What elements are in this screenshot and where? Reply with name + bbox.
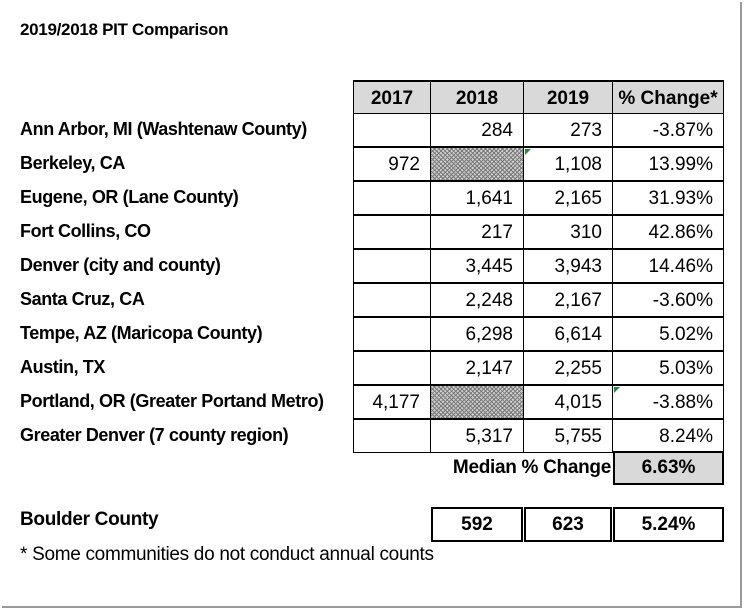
table-cell bbox=[353, 419, 431, 453]
table-cell: -3.87% bbox=[612, 113, 724, 147]
table-cell: 6,614 bbox=[523, 317, 613, 351]
table-cell: 8.24% bbox=[612, 419, 724, 453]
table-cell: 13.99% bbox=[612, 147, 724, 181]
boulder-change-cell: 5.24% bbox=[613, 507, 724, 542]
row-label: Fort Collins, CO bbox=[20, 221, 151, 241]
table-cell bbox=[430, 147, 524, 181]
table-cell: 6,298 bbox=[430, 317, 524, 351]
column-header: 2019 bbox=[523, 80, 613, 114]
row-label: Ann Arbor, MI (Washtenaw County) bbox=[20, 119, 307, 139]
table-cell: 14.46% bbox=[612, 249, 724, 283]
table-cell: 1,641 bbox=[430, 181, 524, 215]
table-cell bbox=[353, 283, 431, 317]
row-label: Greater Denver (7 county region) bbox=[20, 425, 289, 445]
table-cell: 5,317 bbox=[430, 419, 524, 453]
table-cell bbox=[353, 181, 431, 215]
table-cell: 2,167 bbox=[523, 283, 613, 317]
table-cell bbox=[353, 113, 431, 147]
median-change-value: 6.63% bbox=[613, 451, 724, 485]
table-cell bbox=[353, 351, 431, 385]
row-label: Denver (city and county) bbox=[20, 255, 221, 275]
table-cell: 4,015 bbox=[523, 385, 613, 419]
table-cell: 31.93% bbox=[612, 181, 724, 215]
boulder-2018-cell: 592 bbox=[431, 507, 523, 542]
table-cell bbox=[430, 385, 524, 419]
table-cell: 3,445 bbox=[430, 249, 524, 283]
comment-marker-icon bbox=[614, 387, 620, 393]
table-cell bbox=[353, 317, 431, 351]
comment-marker-icon bbox=[525, 149, 531, 155]
boulder-county-label: Boulder County bbox=[20, 509, 159, 530]
row-label: Eugene, OR (Lane County) bbox=[20, 187, 239, 207]
median-change-label: Median % Change bbox=[452, 457, 611, 478]
row-label: Berkeley, CA bbox=[20, 153, 125, 173]
table-cell: 273 bbox=[523, 113, 613, 147]
table-cell: 2,248 bbox=[430, 283, 524, 317]
table-cell bbox=[353, 249, 431, 283]
table-cell: 42.86% bbox=[612, 215, 724, 249]
table-cell: 1,108 bbox=[523, 147, 613, 181]
table-cell: 284 bbox=[430, 113, 524, 147]
page-title: 2019/2018 PIT Comparison bbox=[20, 20, 229, 39]
row-label: Santa Cruz, CA bbox=[20, 289, 145, 309]
boulder-2019-cell: 623 bbox=[524, 507, 612, 542]
table-cell: 217 bbox=[430, 215, 524, 249]
row-label: Tempe, AZ (Maricopa County) bbox=[20, 323, 263, 343]
table-cell: -3.60% bbox=[612, 283, 724, 317]
column-header: 2017 bbox=[353, 80, 431, 114]
table-cell: 4,177 bbox=[353, 385, 431, 419]
table-cell: 3,943 bbox=[523, 249, 613, 283]
table-cell bbox=[353, 215, 431, 249]
table-cell: 5,755 bbox=[523, 419, 613, 453]
table-cell: 5.03% bbox=[612, 351, 724, 385]
column-header: % Change* bbox=[612, 80, 724, 114]
footnote: * Some communities do not conduct annual… bbox=[20, 544, 434, 565]
table-cell: 2,165 bbox=[523, 181, 613, 215]
table-cell: -3.88% bbox=[612, 385, 724, 419]
table-cell: 2,255 bbox=[523, 351, 613, 385]
table-cell: 2,147 bbox=[430, 351, 524, 385]
row-label: Portland, OR (Greater Portand Metro) bbox=[20, 391, 324, 411]
column-header: 2018 bbox=[430, 80, 524, 114]
table-cell: 5.02% bbox=[612, 317, 724, 351]
row-label: Austin, TX bbox=[20, 357, 105, 377]
table-cell: 972 bbox=[353, 147, 431, 181]
table-cell: 310 bbox=[523, 215, 613, 249]
